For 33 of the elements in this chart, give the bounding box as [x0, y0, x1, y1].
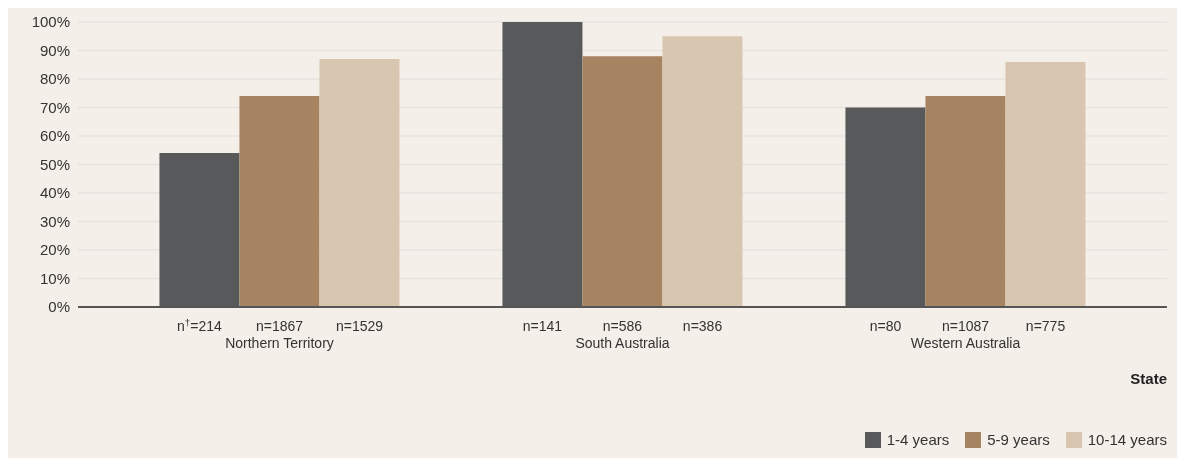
y-tick-label: 10%: [39, 269, 70, 287]
bar: [662, 36, 743, 307]
legend-label: 10-14 years: [1086, 431, 1167, 448]
text: n=80: [869, 318, 902, 334]
y-tick-label: 100%: [31, 13, 70, 31]
x-axis-title: State: [1130, 370, 1167, 387]
bar: [582, 56, 663, 307]
y-tick-label: 50%: [39, 155, 70, 173]
text: n=386: [682, 318, 723, 334]
y-tick-label: 30%: [39, 212, 70, 230]
y-tick-label: 20%: [39, 241, 70, 259]
x-tick-label: Western Australia: [910, 335, 1021, 351]
y-tick-label: 40%: [39, 184, 70, 202]
text: n=1087: [941, 318, 990, 334]
text: n$^{†}$=214: [177, 316, 223, 334]
y-tick-label: 0%: [48, 298, 70, 316]
text: n=586: [602, 318, 643, 334]
y-tick-label: 70%: [39, 98, 70, 116]
legend-label: 5-9 years: [986, 431, 1050, 448]
bar: [925, 96, 1006, 307]
legend-label: 1-4 years: [885, 431, 950, 448]
y-tick-label: 60%: [39, 127, 70, 145]
x-tick-label: Northern Territory: [225, 335, 334, 351]
text: n=141: [522, 318, 563, 334]
text: n=1867: [255, 318, 304, 334]
bar: [319, 59, 400, 307]
bar: [1005, 61, 1086, 307]
text: n=1529: [335, 318, 384, 334]
x-tick-label: South Australia: [575, 335, 670, 351]
text: n=775: [1025, 318, 1066, 334]
y-tick-label: 90%: [39, 41, 70, 59]
bar: [239, 96, 320, 307]
y-tick-label: 80%: [39, 70, 70, 88]
